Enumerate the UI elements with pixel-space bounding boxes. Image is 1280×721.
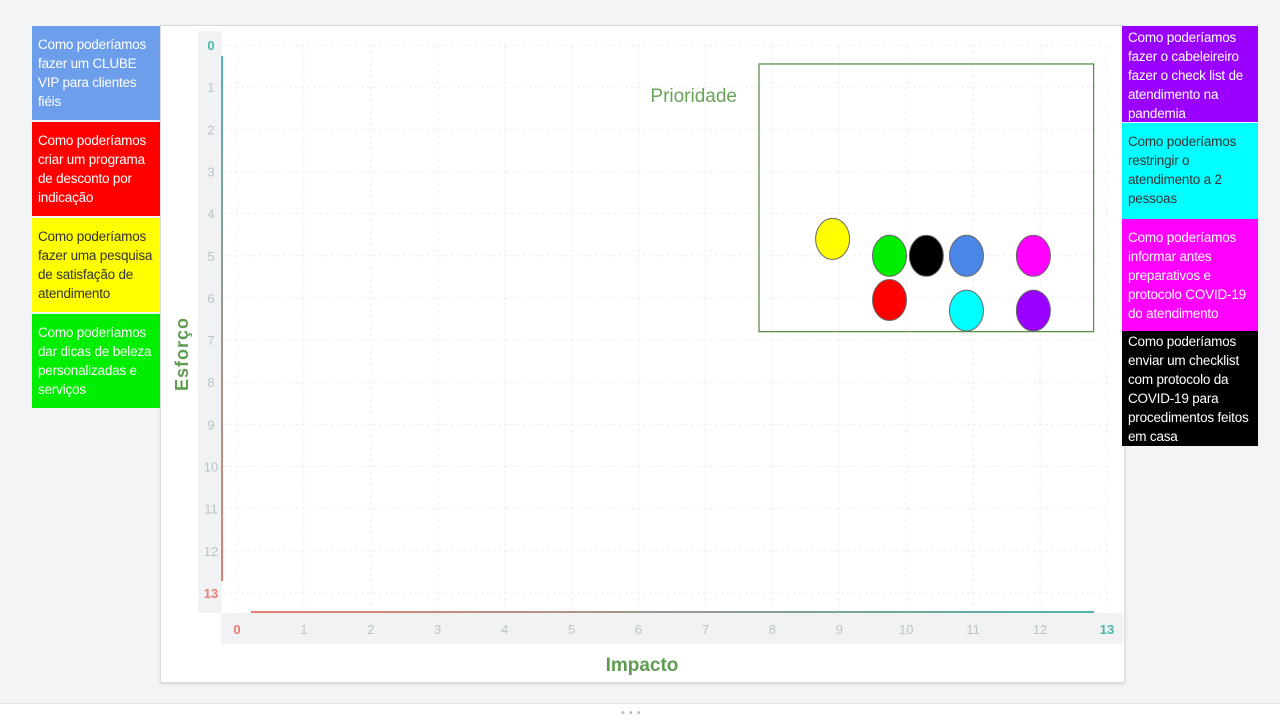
sticky-note-right[interactable]: Como poderíamos fazer o cabeleireiro faz… bbox=[1122, 26, 1258, 122]
x-tick-label: 0 bbox=[233, 622, 240, 637]
x-tick-label: 7 bbox=[702, 622, 709, 637]
sticky-note-left[interactable]: Como poderíamos dar dicas de beleza pers… bbox=[32, 314, 160, 408]
x-tick-label: 4 bbox=[501, 622, 508, 637]
y-tick-label: 0 bbox=[207, 38, 214, 53]
data-point bbox=[872, 234, 907, 277]
y-tick-label: 4 bbox=[207, 207, 214, 222]
y-axis-band bbox=[198, 31, 222, 613]
sticky-note-right[interactable]: Como poderíamos enviar um checklist com … bbox=[1122, 331, 1258, 446]
matrix-board: 0 1 2 3 4 5 6 7 8 9 10 11 12 13 0 1 2 3 4 5 6 7 8 9 10 11 12 13 Impa… bbox=[160, 25, 1125, 683]
x-tick-label: 11 bbox=[966, 622, 980, 637]
x-tick-label: 5 bbox=[568, 622, 575, 637]
x-axis-title: Impacto bbox=[606, 655, 679, 676]
y-tick-label: 3 bbox=[207, 164, 214, 179]
y-tick-label: 9 bbox=[207, 417, 214, 432]
data-point bbox=[948, 289, 984, 332]
x-tick-label: 13 bbox=[1100, 622, 1114, 637]
sticky-note-left[interactable]: Como poderíamos fazer uma pesquisa de sa… bbox=[32, 218, 160, 312]
x-tick-label: 10 bbox=[899, 622, 913, 637]
resize-handle-icon[interactable]: ••• bbox=[620, 708, 644, 719]
y-tick-label: 12 bbox=[204, 544, 218, 559]
data-point bbox=[815, 217, 851, 260]
data-point bbox=[1015, 289, 1051, 332]
y-axis-title: Esforço bbox=[172, 317, 192, 391]
x-tick-label: 8 bbox=[769, 622, 776, 637]
y-tick-label: 2 bbox=[207, 122, 214, 137]
y-tick-label: 11 bbox=[204, 502, 218, 517]
data-point bbox=[948, 234, 984, 277]
y-tick-label: 6 bbox=[207, 291, 214, 306]
y-tick-label: 1 bbox=[207, 80, 214, 95]
y-axis-line bbox=[221, 56, 223, 581]
y-tick-label: 5 bbox=[207, 249, 214, 264]
x-axis-band bbox=[221, 613, 1123, 644]
data-point bbox=[872, 279, 907, 322]
sticky-note-right[interactable]: Como poderíamos restringir o atendimento… bbox=[1122, 123, 1258, 219]
sticky-note-left[interactable]: Como poderíamos criar um programa de des… bbox=[32, 122, 160, 216]
data-point bbox=[908, 234, 944, 277]
x-tick-label: 12 bbox=[1033, 622, 1047, 637]
priority-region bbox=[758, 63, 1095, 333]
y-tick-label: 13 bbox=[204, 586, 218, 601]
sticky-note-right[interactable]: Como poderíamos informar antes preparati… bbox=[1122, 219, 1258, 331]
x-tick-label: 3 bbox=[434, 622, 441, 637]
bottom-bar: ••• bbox=[0, 703, 1280, 721]
sticky-note-left[interactable]: Como poderíamos fazer um CLUBE VIP para … bbox=[32, 26, 160, 120]
x-tick-label: 6 bbox=[635, 622, 642, 637]
x-tick-label: 2 bbox=[367, 622, 374, 637]
y-tick-label: 8 bbox=[207, 375, 214, 390]
y-tick-label: 7 bbox=[207, 333, 214, 348]
x-tick-label: 9 bbox=[836, 622, 843, 637]
x-tick-label: 1 bbox=[300, 622, 307, 637]
data-point bbox=[1015, 234, 1051, 277]
y-tick-label: 10 bbox=[204, 460, 218, 475]
x-axis-line bbox=[251, 611, 1094, 613]
priority-label: Prioridade bbox=[650, 86, 737, 107]
